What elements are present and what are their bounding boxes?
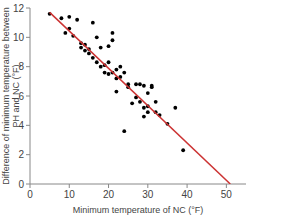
x-tick	[30, 184, 31, 188]
point	[118, 65, 122, 69]
point	[107, 60, 111, 64]
point	[142, 106, 146, 110]
x-tick-label: 0	[27, 189, 33, 200]
point	[122, 71, 126, 75]
y-tick	[26, 184, 30, 185]
point	[83, 49, 87, 53]
x-tick	[187, 184, 188, 188]
x-tick-label: 30	[142, 189, 154, 200]
point	[91, 56, 95, 60]
point	[60, 16, 64, 20]
point	[138, 100, 142, 104]
x-tick-label: 50	[221, 189, 233, 200]
x-axis	[30, 184, 246, 185]
point	[134, 82, 138, 86]
point	[91, 21, 95, 25]
y-axis-label-line: Difference of minimum temperature betwee…	[1, 7, 11, 184]
y-tick-label: 12	[13, 3, 25, 14]
y-tick-label: 2	[18, 149, 24, 160]
fit-line	[50, 12, 231, 184]
point	[150, 84, 154, 88]
point	[115, 68, 119, 72]
point	[111, 38, 115, 42]
x-axis-label: Minimum temperature of NC (°F)	[73, 205, 204, 215]
y-tick	[26, 37, 30, 38]
point	[142, 84, 146, 88]
point	[142, 115, 146, 119]
point	[87, 52, 91, 56]
point	[115, 90, 119, 94]
point	[154, 100, 158, 104]
point	[107, 44, 111, 48]
y-tick	[26, 125, 30, 126]
y-tick	[26, 96, 30, 97]
plot-data	[48, 12, 231, 184]
x-tick	[147, 184, 148, 188]
y-tick	[26, 66, 30, 67]
point	[79, 46, 83, 50]
y-tick-label: 0	[18, 179, 24, 190]
y-axis-label: Difference of minimum temperature betwee…	[1, 7, 21, 184]
chart: 02468101201020304050Minimum temperature …	[0, 0, 300, 223]
point	[138, 82, 142, 86]
x-tick-label: 40	[182, 189, 194, 200]
point	[107, 72, 111, 76]
point	[99, 46, 103, 50]
point	[95, 60, 99, 64]
point	[63, 31, 67, 35]
x-tick-label: 20	[103, 189, 115, 200]
y-tick-label: 10	[13, 32, 25, 43]
point	[111, 31, 115, 35]
y-tick	[26, 154, 30, 155]
y-axis-label-line: PH and NC (°F)	[11, 64, 21, 127]
x-tick-label: 10	[64, 189, 76, 200]
point	[95, 35, 99, 39]
point	[130, 101, 134, 105]
x-tick	[69, 184, 70, 188]
point	[67, 15, 71, 19]
point	[75, 18, 79, 22]
x-tick	[108, 184, 109, 188]
point	[173, 106, 177, 110]
point	[103, 71, 107, 75]
point	[181, 148, 185, 152]
point	[146, 91, 150, 95]
x-tick	[226, 184, 227, 188]
point	[122, 129, 126, 133]
point	[99, 65, 103, 69]
point	[146, 110, 150, 114]
y-tick	[26, 8, 30, 9]
